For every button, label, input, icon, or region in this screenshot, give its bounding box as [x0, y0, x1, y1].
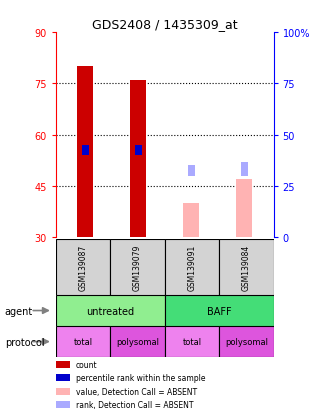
Text: GSM139087: GSM139087 — [79, 244, 88, 290]
Bar — [56, 375, 70, 381]
Bar — [219, 240, 274, 295]
Bar — [110, 326, 165, 357]
Text: protocol: protocol — [5, 337, 44, 347]
Text: GSM139079: GSM139079 — [133, 244, 142, 291]
Bar — [165, 295, 274, 326]
Bar — [130, 81, 146, 237]
Bar — [183, 204, 199, 237]
Text: agent: agent — [5, 306, 33, 316]
Bar — [56, 401, 70, 408]
Bar — [165, 240, 219, 295]
Text: GSM139091: GSM139091 — [188, 244, 196, 290]
Text: total: total — [74, 337, 93, 346]
Bar — [77, 67, 93, 237]
Bar — [110, 240, 165, 295]
Text: untreated: untreated — [86, 306, 134, 316]
Bar — [219, 326, 274, 357]
Bar — [165, 326, 219, 357]
Text: count: count — [76, 360, 97, 369]
Text: rank, Detection Call = ABSENT: rank, Detection Call = ABSENT — [76, 400, 193, 409]
Bar — [56, 240, 110, 295]
Title: GDS2408 / 1435309_at: GDS2408 / 1435309_at — [92, 17, 238, 31]
Text: polysomal: polysomal — [116, 337, 159, 346]
Text: percentile rank within the sample: percentile rank within the sample — [76, 373, 205, 382]
Text: BAFF: BAFF — [207, 306, 231, 316]
Bar — [56, 295, 165, 326]
Text: value, Detection Call = ABSENT: value, Detection Call = ABSENT — [76, 387, 197, 396]
Bar — [82, 145, 89, 156]
Bar — [135, 145, 142, 156]
Bar — [56, 326, 110, 357]
Bar — [56, 388, 70, 394]
Bar — [236, 180, 252, 237]
Bar — [188, 166, 195, 176]
Text: GSM139084: GSM139084 — [242, 244, 251, 290]
Text: total: total — [182, 337, 202, 346]
Text: polysomal: polysomal — [225, 337, 268, 346]
Bar — [241, 162, 248, 176]
Bar — [56, 361, 70, 368]
